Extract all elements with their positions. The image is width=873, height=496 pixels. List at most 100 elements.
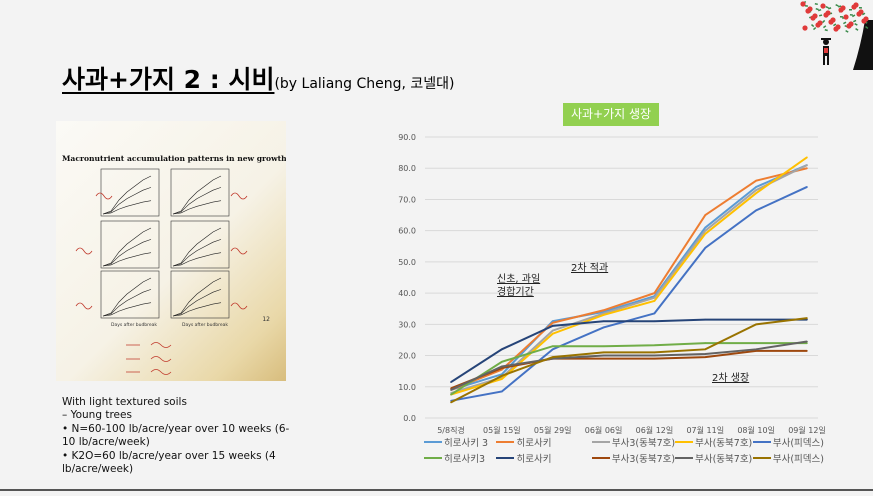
photo-subplot [100,220,160,269]
x-tick-label: 06월 12일 [636,425,674,435]
data-point [450,401,452,404]
data-point [755,192,757,194]
data-point [755,348,757,351]
data-point [602,309,605,312]
data-point [602,312,605,315]
data-point [704,247,707,249]
data-point [653,312,656,315]
legend-label: 히로사키3 [444,454,486,465]
annotation-second-growth: 2차 생장 [712,373,750,384]
series-line-10 [450,317,808,404]
x-tick-label: 07월 11일 [686,425,724,435]
data-point [755,342,757,344]
data-point [806,342,808,344]
data-point [704,229,707,232]
series-line-4 [450,156,808,396]
legend-swatch [424,441,442,443]
legend-label: 부사3(동북7호) [611,438,676,449]
legend-swatch [496,457,515,459]
data-point [653,300,656,302]
data-point [501,365,503,368]
legend-item: 부사3(동북7호) [591,451,675,465]
legend-item: 부사(피덱스) [752,435,824,449]
data-point [755,318,757,321]
legend-label: 히로사키 [516,438,552,449]
legend-swatch [591,441,610,443]
data-point [551,348,554,351]
data-point [450,393,452,396]
notes: With light textured soils – Young trees … [62,396,302,476]
legend-label: 부사(동북7호) [695,438,753,449]
legend-swatch [752,441,771,443]
data-point [704,226,707,229]
y-tick-label: 80.0 [398,164,416,173]
data-point [755,209,757,212]
photo-x-label-right: Days after budbreak [182,323,229,328]
data-point [806,318,808,321]
x-tick-label: 06월 06일 [585,425,623,435]
data-point [501,348,503,351]
legend-swatch [675,457,694,459]
data-point [450,389,452,391]
x-tick-label: 5/8직경 [437,425,465,435]
data-point [704,342,707,344]
data-point [653,296,656,299]
legend-label: 히로사키 3 [444,438,489,449]
y-tick-label: 70.0 [398,195,416,204]
data-point [755,179,757,182]
y-tick-label: 50.0 [398,258,416,267]
legend-item: 부사(동북7호) [675,451,753,465]
y-tick-label: 40.0 [398,289,416,298]
x-tick-label: 08월 10일 [737,425,775,435]
data-point [704,348,707,351]
data-point [602,326,605,329]
legend-item: 히로사키 [496,451,591,465]
photo-printed-title: Macronutrient accumulation patterns in n… [62,154,286,163]
photo-subplot [170,270,230,319]
series-line-8 [450,349,807,390]
data-point [806,167,808,170]
data-point [806,317,808,319]
x-tick-label: 05월 29일 [534,425,572,435]
y-tick-label: 0.0 [403,414,416,423]
legend-label: 히로사키 [516,454,552,465]
data-point [653,344,656,347]
slide-subtitle: (by Laliang Cheng, 코넬대) [274,76,455,92]
slide-bottom-divider [0,489,873,491]
data-point [704,356,707,358]
data-point [450,381,452,383]
data-point [551,332,554,335]
data-point [704,318,707,321]
photo-page-number: 12 [262,316,270,323]
data-point [501,361,503,363]
series-line-3 [450,164,808,394]
annotation-competition-period: 신초, 과일 경합기간 [497,274,541,298]
note-line: With light textured soils [62,396,187,408]
data-point [653,292,656,294]
photo-subplot [100,270,160,319]
data-point [551,325,554,327]
legend-item: 부사(동북7호) [675,435,753,449]
reference-photo: Macronutrient accumulation patterns in n… [56,121,286,381]
annotation-second-thinning: 2차 적과 [571,263,609,274]
y-tick-label: 90.0 [398,133,416,142]
data-point [602,314,605,316]
data-point [806,350,808,352]
data-point [501,390,503,393]
data-point [551,320,554,323]
data-point [602,354,605,357]
data-point [501,375,503,377]
legend-swatch [591,457,610,459]
data-point [806,156,808,159]
legend-swatch [752,457,771,459]
data-point [551,321,554,324]
data-point [653,354,656,357]
legend-label: 부사(피덱스) [772,438,824,449]
data-point [755,323,757,326]
series-line-9 [450,340,808,391]
y-tick-label: 20.0 [398,352,416,361]
legend-item: 히로사키 [496,435,591,449]
data-point [806,186,808,188]
data-point [602,345,605,347]
